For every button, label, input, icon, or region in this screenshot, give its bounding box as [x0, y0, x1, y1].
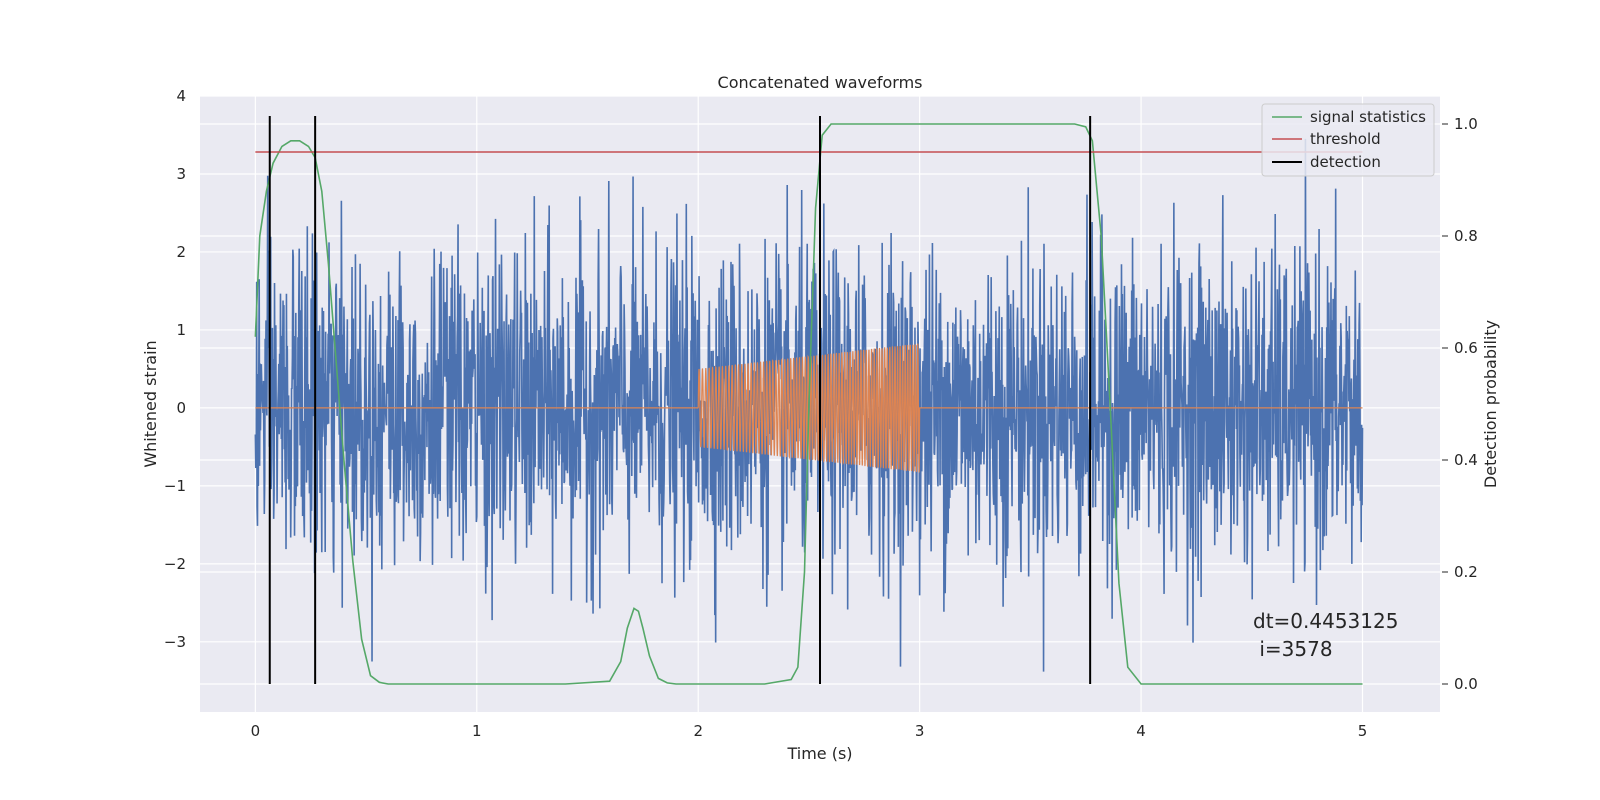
y-tick-label: 3: [176, 165, 186, 183]
x-tick-label: 0: [251, 722, 261, 740]
signal-statistics-line: [254, 123, 1363, 685]
y2-tick-label: 1.0: [1454, 115, 1478, 133]
legend-label-signal-statistics: signal statistics: [1310, 108, 1426, 126]
x-tick-label: 1: [472, 722, 482, 740]
y-axis-right: 0.0 0.2 0.4 0.6 0.8 1.0: [1442, 115, 1478, 693]
x-axis: 0 1 2 3 4 5: [251, 722, 1368, 740]
y2-tick-label: 0.4: [1454, 451, 1478, 469]
y2-tick-label: 0.0: [1454, 675, 1478, 693]
legend-label-detection: detection: [1310, 153, 1381, 171]
noise-series-line: [254, 138, 1364, 672]
y2-tick-label: 0.2: [1454, 563, 1478, 581]
y-tick-label: −1: [164, 477, 186, 495]
y-tick-label: −2: [164, 555, 186, 573]
x-axis-label: Time (s): [786, 744, 852, 763]
y2-axis-label: Detection probability: [1481, 320, 1500, 488]
y-tick-label: 0: [176, 399, 186, 417]
y-axis-label: Whitened strain: [141, 340, 160, 467]
legend-box: [1261, 103, 1435, 177]
legend-label-threshold: threshold: [1310, 130, 1381, 148]
x-tick-label: 4: [1136, 722, 1146, 740]
y-tick-label: −3: [164, 633, 186, 651]
x-tick-label: 5: [1358, 722, 1368, 740]
y-axis-left: −3 −2 −1 0 1 2 3 4: [164, 87, 186, 651]
legend: signal statistics threshold detection: [1261, 103, 1435, 177]
chart-title: Concatenated waveforms: [718, 73, 923, 92]
y-tick-label: 1: [176, 321, 186, 339]
detection-lines: [268, 116, 1092, 684]
y-tick-label: 2: [176, 243, 186, 261]
y2-tick-label: 0.8: [1454, 227, 1478, 245]
annotation-i: i=3578: [1253, 637, 1333, 661]
annotation-dt: dt=0.4453125: [1253, 609, 1398, 633]
y-tick-label: 4: [176, 87, 186, 105]
x-tick-label: 2: [693, 722, 703, 740]
y2-tick-label: 0.6: [1454, 339, 1478, 357]
x-tick-label: 3: [915, 722, 925, 740]
